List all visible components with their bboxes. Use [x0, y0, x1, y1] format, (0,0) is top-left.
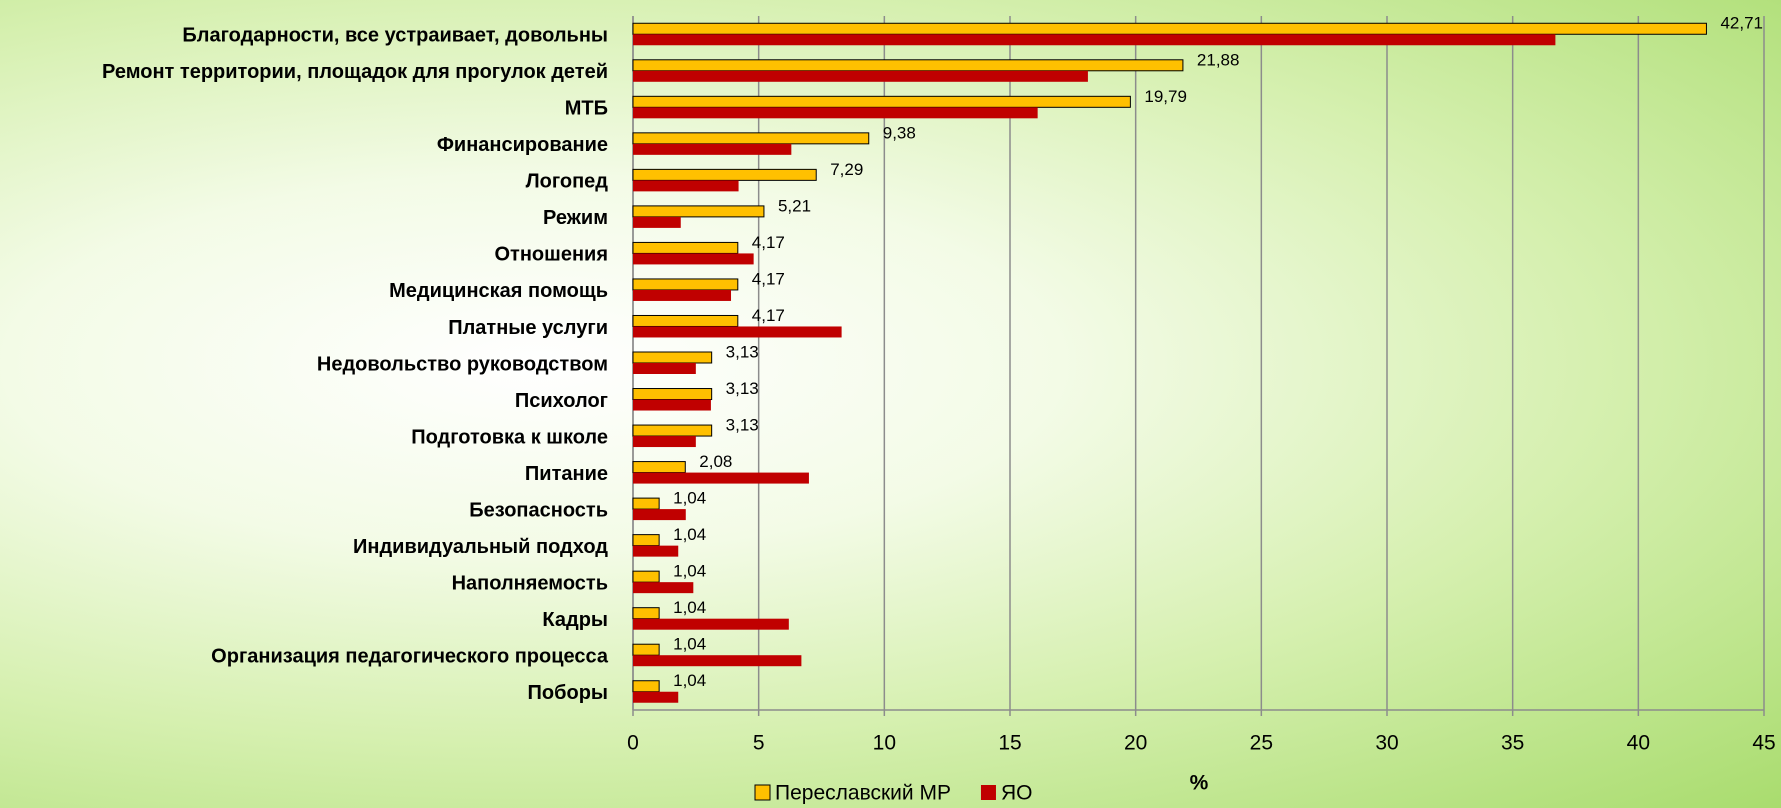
bar [633, 242, 738, 253]
bar [633, 681, 659, 692]
y-tick-label: Ремонт территории, площадок для прогулок… [102, 61, 608, 83]
x-tick-label: 5 [753, 732, 765, 755]
bar [633, 546, 678, 557]
bar [633, 352, 712, 363]
x-tick-label: 25 [1250, 732, 1273, 755]
bar [633, 400, 711, 411]
y-tick-label: Питание [525, 463, 608, 485]
legend-label: Переславский МР [775, 782, 951, 805]
y-tick-label: Логопед [526, 171, 609, 193]
bar [633, 180, 739, 191]
bar [633, 363, 696, 374]
y-tick-label: МТБ [565, 98, 608, 120]
bar [633, 498, 659, 509]
bar [633, 71, 1088, 82]
value-label: 4,17 [752, 306, 785, 325]
y-tick-label: Подготовка к школе [411, 426, 608, 448]
bar [633, 96, 1130, 107]
bar [633, 253, 754, 264]
value-label: 21,88 [1197, 50, 1240, 69]
legend-swatch [755, 785, 770, 800]
bar [633, 144, 791, 155]
x-axis-label: % [1190, 772, 1209, 795]
bar [633, 535, 659, 546]
bar [633, 473, 809, 484]
x-tick-label: 30 [1375, 732, 1398, 755]
legend-label: ЯО [1001, 782, 1033, 805]
value-label: 1,04 [673, 562, 706, 581]
value-label: 19,79 [1144, 87, 1187, 106]
bar [633, 60, 1183, 71]
bar [633, 571, 659, 582]
y-tick-label: Платные услуги [448, 317, 608, 339]
bar [633, 290, 731, 301]
bar [633, 425, 712, 436]
bar [633, 582, 693, 593]
y-tick-label: Поборы [528, 682, 608, 704]
value-label: 4,17 [752, 233, 785, 252]
y-tick-label: Наполняемость [452, 572, 608, 594]
x-tick-label: 45 [1752, 732, 1775, 755]
y-tick-label: Психолог [515, 390, 608, 412]
bar [633, 619, 789, 630]
bar [633, 692, 678, 703]
y-tick-label: Режим [543, 207, 608, 229]
y-tick-label: Отношения [495, 244, 609, 266]
bar [633, 206, 764, 217]
value-label: 1,04 [673, 489, 706, 508]
value-label: 5,21 [778, 196, 811, 215]
bar [633, 436, 696, 447]
value-label: 1,04 [673, 525, 706, 544]
chart: % 0 5 10 15 20 25 30 35 40 45 Благодарности, все у… [0, 0, 1781, 808]
x-tick-label: 0 [627, 732, 639, 755]
y-tick-label: Безопасность [469, 499, 608, 521]
bar [633, 326, 842, 337]
bar [633, 279, 738, 290]
bar [633, 217, 681, 228]
bar [633, 169, 816, 180]
x-tick-label: 10 [873, 732, 896, 755]
bar [633, 23, 1706, 34]
y-tick-label: Индивидуальный подход [353, 536, 608, 558]
value-label: 1,04 [673, 671, 706, 690]
bar [633, 34, 1555, 45]
value-label: 4,17 [752, 269, 785, 288]
bar [633, 644, 659, 655]
value-label: 1,04 [673, 635, 706, 654]
value-label: 3,13 [726, 342, 759, 361]
bar [633, 315, 738, 326]
y-tick-label: Медицинская помощь [389, 280, 608, 302]
bar [633, 133, 869, 144]
value-label: 3,13 [726, 379, 759, 398]
y-tick-label: Благодарности, все устраивает, довольны [182, 25, 608, 47]
value-label: 1,04 [673, 598, 706, 617]
x-tick-label: 20 [1124, 732, 1147, 755]
value-label: 7,29 [830, 160, 863, 179]
page: % 0 5 10 15 20 25 30 35 40 45 Благодарности, все у… [0, 0, 1781, 808]
legend-swatch [981, 785, 996, 800]
y-tick-label: Недовольство руководством [317, 353, 608, 375]
bar [633, 509, 686, 520]
y-tick-label: Финансирование [437, 134, 608, 156]
x-tick-label: 15 [998, 732, 1021, 755]
x-tick-label: 35 [1501, 732, 1524, 755]
value-label: 9,38 [883, 123, 916, 142]
x-tick-label: 40 [1627, 732, 1650, 755]
value-label: 42,71 [1720, 14, 1763, 33]
y-tick-label: Организация педагогического процесса [211, 645, 609, 667]
bar [633, 107, 1038, 118]
bar [633, 462, 685, 473]
value-label: 3,13 [726, 416, 759, 435]
bar [633, 655, 801, 666]
y-tick-label: Кадры [542, 609, 608, 631]
value-label: 2,08 [699, 452, 732, 471]
bar [633, 389, 712, 400]
bar [633, 608, 659, 619]
